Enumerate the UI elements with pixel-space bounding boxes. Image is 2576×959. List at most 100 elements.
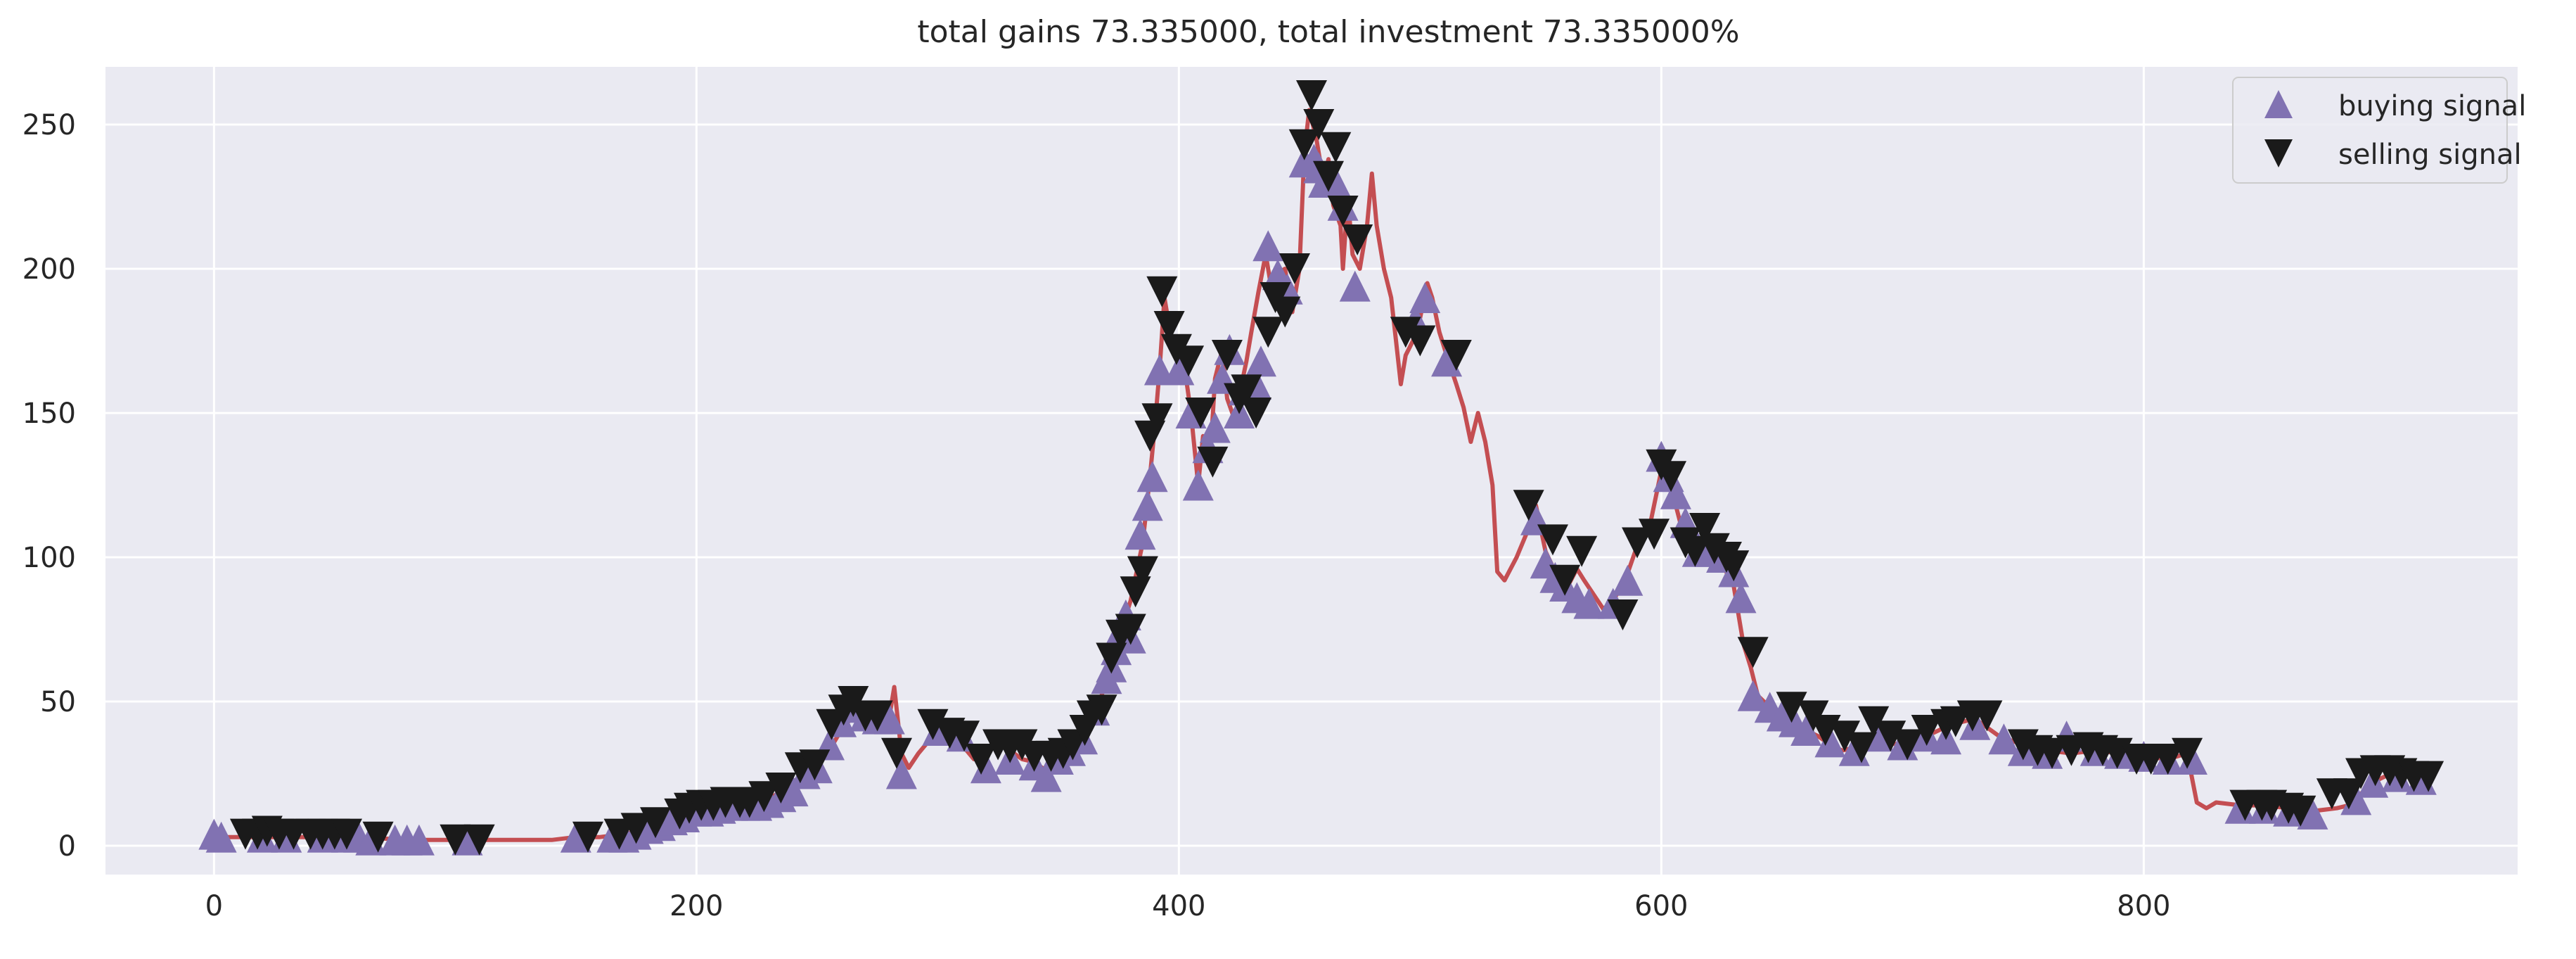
sell-marker: [1513, 490, 1544, 521]
buy-marker: [1182, 469, 1214, 501]
sell-marker: [2285, 795, 2317, 827]
legend-sell-icon: [2264, 139, 2293, 167]
x-tick-labels: 0 200 400 600 800: [205, 890, 2171, 922]
sell-marker: [1303, 109, 1335, 140]
buy-marker: [205, 821, 237, 853]
sell-marker: [1440, 340, 1472, 371]
sell-marker: [799, 749, 831, 781]
sell-marker: [1127, 556, 1158, 588]
sell-marker: [640, 807, 672, 839]
sell-marker: [1737, 637, 1769, 668]
sell-marker: [463, 824, 495, 856]
y-tick-label: 200: [23, 253, 76, 286]
sell-marker: [1320, 132, 1352, 163]
buy-marker: [1988, 723, 2020, 755]
sell-marker: [1279, 253, 1310, 284]
sell-marker: [1892, 729, 1923, 761]
y-tick-labels: 0 50 100 150 200 250: [23, 109, 76, 863]
sell-marker: [1566, 535, 1598, 567]
chart-title: total gains 73.335000, total investment …: [917, 14, 1739, 50]
sell-marker: [2413, 761, 2444, 792]
sell-marker: [1639, 519, 1670, 550]
sell-marker: [1086, 694, 1117, 726]
y-tick-label: 150: [23, 398, 76, 430]
sell-marker: [1404, 325, 1436, 357]
x-tick-label: 800: [2117, 890, 2170, 922]
buy-marker: [1252, 230, 1284, 262]
sell-marker: [966, 744, 997, 775]
y-tick-label: 0: [58, 830, 76, 863]
buy-marker: [1612, 564, 1643, 596]
y-tick-label: 50: [40, 686, 76, 718]
sell-marker: [1622, 527, 1653, 559]
buy-marker: [1132, 490, 1163, 521]
sell-marker: [2333, 778, 2364, 810]
sell-marker: [331, 818, 362, 850]
buy-marker: [777, 775, 809, 807]
sell-marker: [572, 821, 603, 853]
sell-marker: [1689, 513, 1721, 544]
buy-marker: [1790, 715, 1822, 746]
sell-marker: [1146, 276, 1178, 307]
sell-marker: [1655, 461, 1687, 493]
sell-marker: [1940, 706, 1971, 737]
sell-marker: [748, 781, 780, 813]
sell-marker: [1846, 732, 1878, 763]
sell-marker: [1971, 700, 2003, 732]
legend-buy-label: buying signal: [2338, 90, 2526, 122]
sell-marker: [1313, 160, 1345, 192]
buy-marker: [873, 703, 905, 735]
sell-marker: [1141, 403, 1173, 435]
sell-marker: [1252, 317, 1284, 348]
x-tick-label: 600: [1634, 890, 1688, 922]
sell-marker: [1173, 345, 1205, 377]
sell-marker: [1327, 196, 1359, 227]
sell-marker: [1537, 524, 1568, 556]
buy-marker: [560, 821, 591, 853]
buy-marker: [1124, 519, 1156, 550]
sell-marker: [949, 720, 980, 752]
sell-marker: [1185, 398, 1217, 428]
y-tick-label: 250: [23, 109, 76, 141]
sell-marker: [1776, 692, 1807, 723]
buy-marker: [1725, 582, 1757, 614]
sell-marker: [1718, 550, 1750, 582]
buy-marker: [2297, 798, 2328, 830]
sell-marker: [1288, 129, 1320, 160]
sell-marker: [917, 709, 949, 740]
sell-marker: [881, 737, 913, 769]
buy-marker: [451, 824, 483, 856]
sell-marker: [1211, 340, 1243, 371]
sell-marker: [1549, 564, 1581, 596]
sell-marker: [1096, 642, 1127, 674]
sell-marker: [1153, 311, 1185, 342]
sell-marker: [1231, 374, 1262, 406]
buy-marker: [1030, 761, 1062, 792]
buy-marker: [1431, 345, 1463, 377]
buy-marker: [2357, 766, 2389, 798]
sell-marker: [1607, 599, 1639, 630]
sell-marker: [1115, 614, 1146, 645]
sell-marker: [765, 773, 797, 804]
sell-marker: [1911, 715, 1942, 746]
buy-marker: [1163, 354, 1195, 386]
sell-marker: [1269, 296, 1301, 328]
sell-marker: [2037, 737, 2068, 769]
sell-marker: [1241, 398, 1272, 428]
buy-marker: [1573, 588, 1605, 619]
sell-marker: [1390, 317, 1421, 348]
buy-marker: [1409, 282, 1441, 313]
legend-sell-label: selling signal: [2338, 139, 2522, 171]
sell-marker: [603, 818, 635, 850]
sell-marker: [362, 821, 394, 853]
sell-marker: [1875, 720, 1907, 752]
buy-marker: [1339, 270, 1371, 302]
sell-marker: [2152, 744, 2184, 775]
buy-marker: [403, 824, 435, 856]
sell-marker: [1829, 720, 1861, 752]
buy-marker: [1814, 726, 1846, 758]
sell-marker: [440, 824, 471, 856]
sell-marker: [2172, 737, 2203, 769]
